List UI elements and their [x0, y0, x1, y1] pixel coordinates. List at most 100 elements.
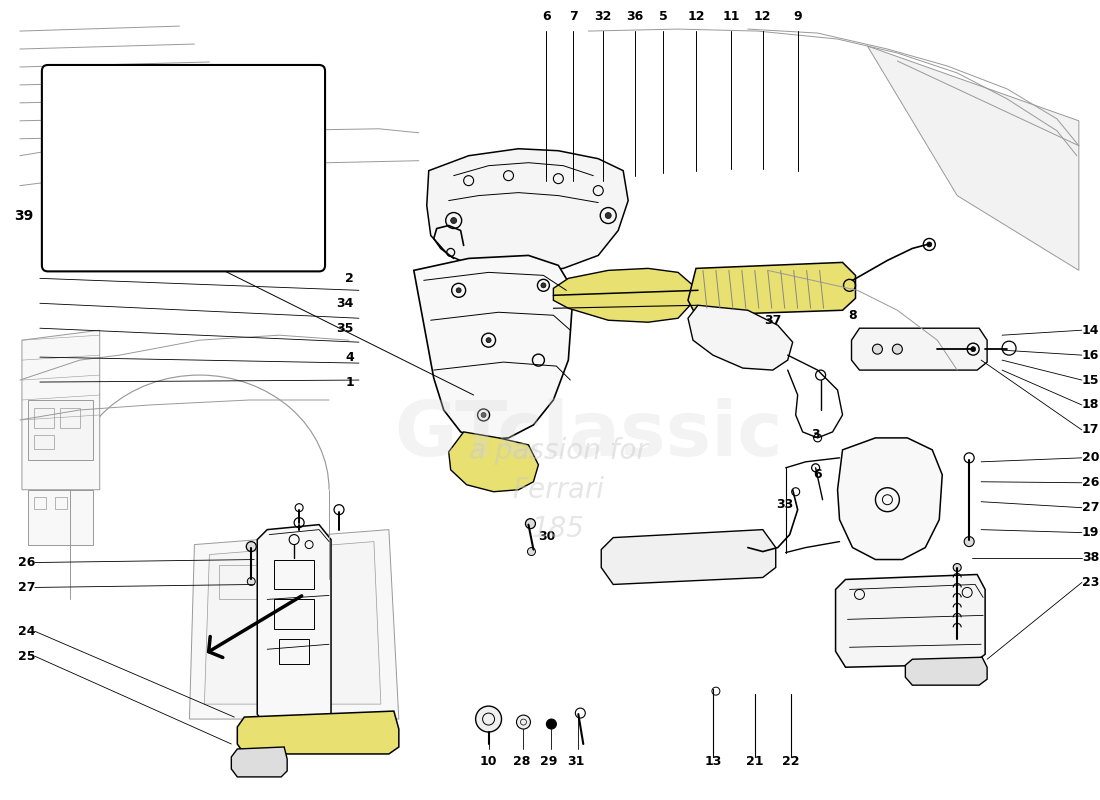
Text: 37: 37 [764, 314, 781, 326]
Text: 38: 38 [1081, 551, 1099, 564]
Text: 29: 29 [540, 755, 557, 769]
Circle shape [528, 547, 536, 555]
Circle shape [547, 719, 557, 729]
Circle shape [927, 242, 932, 247]
Bar [34, 408, 54, 428]
Text: 30: 30 [538, 530, 556, 543]
Bar [28, 400, 92, 460]
Polygon shape [905, 658, 987, 685]
Circle shape [456, 288, 461, 293]
Circle shape [965, 537, 975, 546]
Bar [55, 497, 67, 509]
Circle shape [481, 413, 486, 418]
Bar [34, 435, 54, 449]
Text: 36: 36 [627, 10, 644, 22]
Text: 6: 6 [813, 468, 822, 482]
Text: 3: 3 [812, 428, 820, 442]
Text: 18: 18 [1081, 398, 1099, 411]
Text: 26: 26 [1081, 476, 1099, 490]
Text: 24: 24 [18, 625, 35, 638]
Text: 5: 5 [659, 10, 668, 22]
FancyBboxPatch shape [42, 65, 326, 271]
Circle shape [872, 344, 882, 354]
Text: 22: 22 [782, 755, 800, 769]
Text: 17: 17 [1081, 423, 1099, 437]
Text: 28: 28 [513, 755, 530, 769]
Text: 8: 8 [848, 309, 857, 322]
Bar [197, 178, 210, 190]
Circle shape [605, 213, 612, 218]
Text: 26: 26 [18, 556, 35, 569]
Text: 23: 23 [1081, 576, 1099, 589]
Bar [219, 565, 260, 599]
Text: 15: 15 [1081, 374, 1099, 386]
Text: 9: 9 [793, 10, 802, 22]
Text: 14: 14 [1081, 324, 1099, 337]
Text: 31: 31 [568, 755, 585, 769]
Polygon shape [192, 89, 279, 130]
Circle shape [486, 338, 491, 342]
Text: 39: 39 [59, 192, 76, 205]
Bar [279, 639, 309, 664]
Text: 27: 27 [1081, 501, 1099, 514]
Polygon shape [22, 330, 100, 490]
Text: 10: 10 [480, 755, 497, 769]
Polygon shape [553, 268, 693, 322]
Circle shape [475, 706, 502, 732]
Bar [240, 178, 252, 190]
Polygon shape [427, 149, 628, 272]
Bar [270, 565, 304, 594]
Text: 33: 33 [777, 498, 793, 511]
Circle shape [954, 563, 961, 571]
Polygon shape [102, 89, 186, 138]
Circle shape [970, 346, 976, 352]
Polygon shape [189, 530, 399, 719]
Text: 1: 1 [345, 375, 354, 389]
Text: 12: 12 [754, 10, 771, 22]
Bar [28, 490, 92, 545]
Text: 20: 20 [1081, 451, 1099, 464]
Circle shape [248, 578, 255, 586]
Circle shape [892, 344, 902, 354]
Circle shape [541, 283, 546, 288]
Polygon shape [837, 438, 943, 559]
Polygon shape [688, 262, 856, 315]
Circle shape [526, 518, 536, 529]
Polygon shape [257, 525, 331, 729]
Text: 34: 34 [337, 297, 354, 310]
Text: 27: 27 [18, 581, 35, 594]
Polygon shape [449, 432, 538, 492]
Text: 35: 35 [337, 322, 354, 334]
Text: 21: 21 [746, 755, 763, 769]
Polygon shape [602, 530, 776, 585]
Polygon shape [688, 306, 793, 370]
Text: GTclassic: GTclassic [394, 398, 782, 472]
Polygon shape [868, 46, 1079, 270]
Circle shape [517, 715, 530, 729]
Text: 11: 11 [722, 10, 739, 22]
Text: 32: 32 [595, 10, 612, 22]
Polygon shape [414, 255, 573, 440]
Circle shape [246, 542, 256, 551]
Bar [274, 559, 315, 590]
Bar [34, 497, 46, 509]
Text: 4: 4 [345, 350, 354, 364]
Circle shape [257, 96, 266, 106]
Bar [274, 599, 315, 630]
Polygon shape [836, 574, 986, 667]
Polygon shape [851, 328, 987, 370]
Text: 7: 7 [569, 10, 578, 22]
Polygon shape [231, 747, 287, 777]
Circle shape [451, 218, 456, 223]
Text: 39: 39 [13, 209, 33, 222]
Text: 25: 25 [18, 650, 35, 662]
Text: 16: 16 [1081, 349, 1099, 362]
Polygon shape [238, 711, 399, 754]
Text: a passion for
Ferrari
185: a passion for Ferrari 185 [469, 437, 648, 542]
Text: 6: 6 [542, 10, 551, 22]
Bar [59, 408, 80, 428]
Text: 12: 12 [688, 10, 705, 22]
Text: 13: 13 [704, 755, 722, 769]
Text: 2: 2 [345, 272, 354, 285]
Text: 19: 19 [1081, 526, 1099, 539]
